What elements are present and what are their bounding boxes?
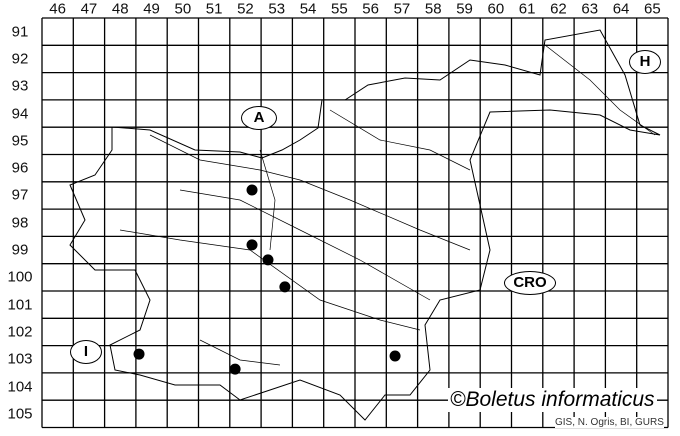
row-label: 93 [11, 77, 29, 95]
column-label: 54 [299, 0, 317, 18]
label-hungary: H [629, 50, 661, 74]
column-label: 56 [362, 0, 379, 18]
row-label: 96 [11, 159, 29, 177]
column-label: 57 [393, 0, 411, 18]
row-label: 95 [11, 132, 29, 150]
column-label: 59 [456, 0, 473, 18]
column-label: 63 [581, 0, 599, 18]
row-label: 100 [7, 268, 33, 286]
column-label: 52 [237, 0, 254, 18]
record-dot [262, 254, 274, 266]
column-label: 65 [644, 0, 661, 18]
column-label: 49 [143, 0, 160, 18]
row-label: 99 [11, 241, 29, 259]
data-source: GIS, N. Ogris, BI, GURS [555, 417, 664, 428]
row-label: 103 [7, 350, 33, 368]
record-dot [229, 363, 241, 375]
row-label: 104 [7, 378, 33, 396]
record-dot [389, 350, 401, 362]
column-label: 50 [174, 0, 192, 18]
column-label: 46 [49, 0, 66, 18]
column-label: 48 [111, 0, 129, 18]
row-label: 105 [7, 405, 33, 423]
record-dot [133, 348, 145, 360]
row-label: 98 [11, 214, 29, 232]
record-dot [279, 281, 291, 293]
label-austria: A [241, 106, 277, 130]
column-label: 60 [487, 0, 505, 18]
row-label: 101 [7, 296, 33, 314]
label-croatia: CRO [504, 271, 556, 295]
label-italy: I [70, 340, 102, 364]
column-label: 62 [550, 0, 567, 18]
record-dot [246, 184, 258, 196]
copyright-credit: ©Boletus informaticus [448, 388, 657, 412]
column-label: 61 [518, 0, 536, 18]
row-label: 102 [7, 323, 33, 341]
column-label: 55 [331, 0, 348, 18]
column-label: 47 [80, 0, 98, 18]
record-dot [246, 239, 258, 251]
column-label: 53 [268, 0, 286, 18]
country-border [69, 29, 661, 421]
row-label: 97 [11, 186, 29, 204]
row-label: 94 [11, 105, 29, 123]
column-label: 51 [205, 0, 223, 18]
row-label: 91 [11, 23, 29, 41]
row-label: 92 [11, 50, 29, 68]
column-label: 58 [424, 0, 442, 18]
rivers [119, 44, 656, 366]
column-label: 64 [612, 0, 630, 18]
